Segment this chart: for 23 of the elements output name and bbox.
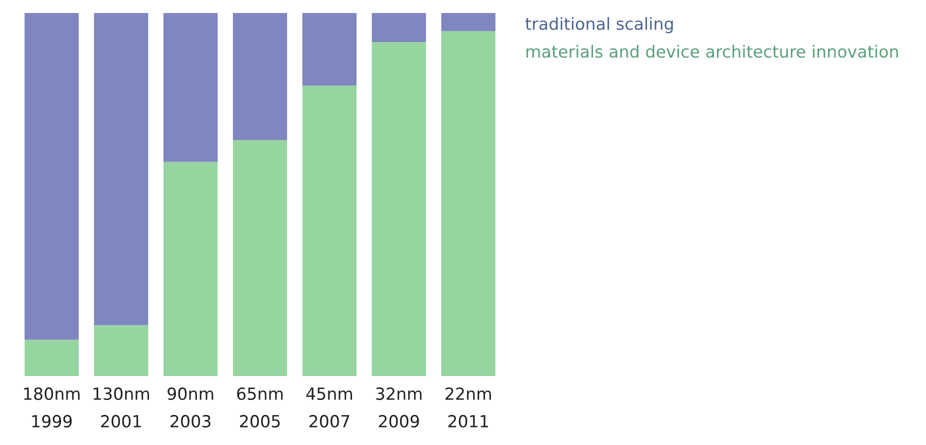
bar [94, 325, 148, 376]
bar [302, 86, 357, 376]
bar [24, 340, 79, 376]
x-tick-label: 22nm 2011 [446, 387, 491, 428]
bar [302, 13, 357, 86]
x-tick-label: 180nm 1999 [24, 387, 80, 428]
bar [163, 162, 218, 376]
x-tick-label: 130nm 2001 [94, 387, 149, 428]
bar [441, 31, 496, 376]
series-label: traditional scaling [525, 17, 673, 34]
bar [372, 42, 426, 376]
series-label: materials and device architecture innovation [526, 44, 898, 58]
bar [94, 13, 148, 326]
bar [24, 13, 79, 340]
bar [232, 140, 288, 376]
x-tick-label: 65nm 2005 [237, 387, 283, 428]
x-tick-label: 45nm 2007 [306, 388, 352, 428]
x-tick-label: 90nm 2003 [168, 387, 214, 428]
bar [163, 13, 218, 162]
bar [441, 13, 496, 32]
x-tick-label: 32nm 2009 [376, 387, 422, 428]
bar [232, 13, 288, 140]
bar [372, 13, 426, 42]
